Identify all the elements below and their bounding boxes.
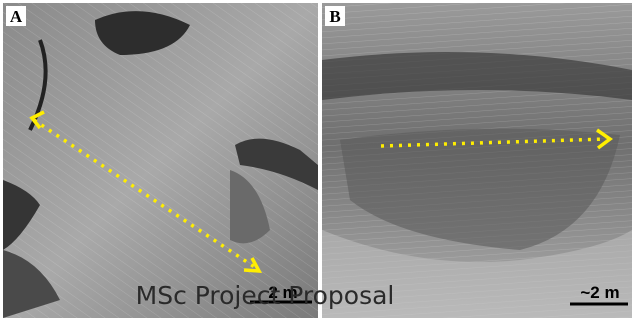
panel-label: B: [329, 7, 340, 26]
panel-b-photo: [322, 3, 632, 318]
figure: A B 2 m ~2 m MSc Project Proposal: [0, 0, 634, 321]
panel-a-photo: [3, 3, 318, 318]
watermark: MSc Project Proposal: [136, 281, 395, 310]
scale-label: ~2 m: [580, 283, 619, 302]
panel-label: A: [10, 7, 23, 26]
